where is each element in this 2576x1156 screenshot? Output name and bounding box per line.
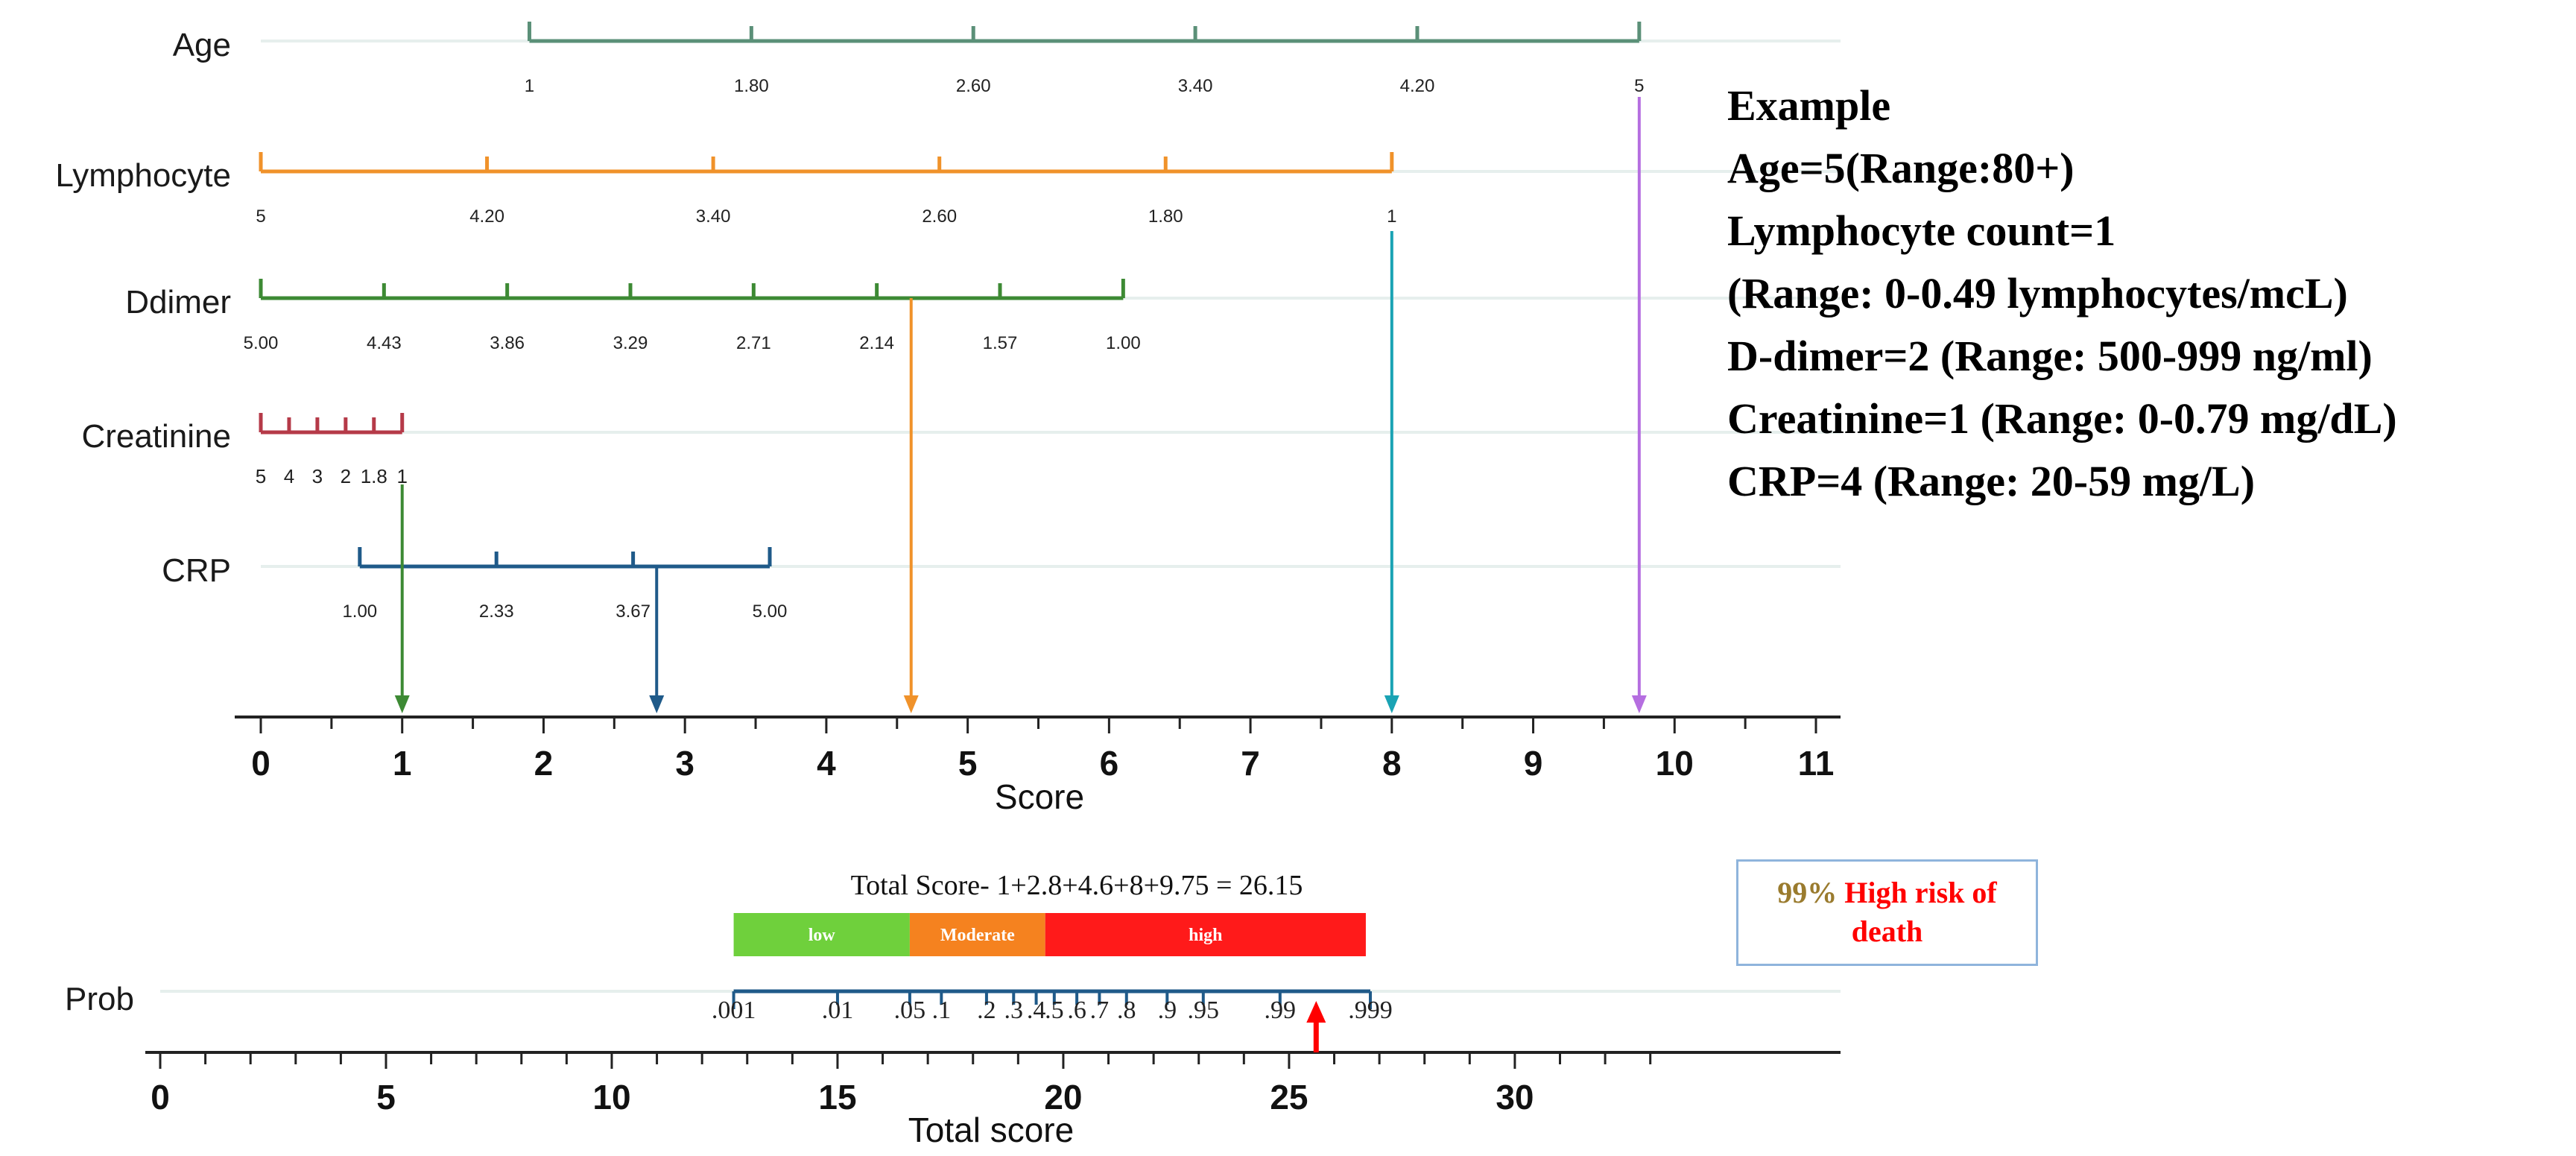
total-axis-title: Total score (908, 1111, 1074, 1149)
prob-tick-label: .5 (1045, 997, 1064, 1024)
risk-band-label-low: low (808, 926, 836, 945)
example-line-lymphocyte: Lymphocyte count=1 (1727, 206, 2116, 255)
score-tick-label: 9 (1524, 744, 1543, 783)
tick-label-age: 1.80 (734, 76, 769, 96)
tick-label-ddimer: 3.29 (613, 333, 648, 353)
tick-label-lymphocyte: 1 (1387, 206, 1396, 227)
score-tick-label: 2 (534, 744, 554, 783)
tick-label-crp: 5.00 (753, 601, 788, 622)
tick-label-lymphocyte: 3.40 (696, 206, 731, 227)
tick-label-creatinine: 4 (284, 465, 294, 487)
tick-label-ddimer: 2.71 (736, 333, 771, 353)
risk-band-moderate (909, 913, 1045, 956)
tick-label-creatinine: 3 (312, 465, 323, 487)
total-tick-label: 15 (818, 1078, 856, 1116)
row-label-ddimer: Ddimer (125, 284, 231, 320)
tick-label-creatinine: 5 (256, 465, 266, 487)
tick-label-lymphocyte: 1.80 (1148, 206, 1183, 227)
example-line-age: Age=5(Range:80+) (1727, 144, 2075, 192)
tick-label-ddimer: 1.57 (983, 333, 1018, 353)
tick-label-lymphocyte: 2.60 (922, 206, 957, 227)
score-tick-label: 0 (251, 744, 270, 783)
score-tick-label: 6 (1100, 744, 1119, 783)
row-label-age: Age (173, 27, 231, 63)
score-tick-label: 11 (1798, 744, 1835, 783)
total-tick-label: 25 (1270, 1078, 1308, 1116)
tick-label-age: 4.20 (1400, 76, 1435, 96)
tick-label-lymphocyte: 5 (256, 206, 265, 227)
prob-tick-label: .9 (1158, 997, 1177, 1024)
risk-band-high (1045, 913, 1366, 956)
score-tick-label: 4 (817, 744, 836, 783)
total-tick-label: 10 (592, 1078, 630, 1116)
score-tick-label: 7 (1241, 744, 1260, 783)
risk-band-label-high: high (1189, 926, 1222, 945)
example-annotation: Example Age=5(Range:80+) Lymphocyte coun… (1727, 75, 2569, 513)
arrowhead-age (1631, 695, 1647, 713)
tick-label-ddimer: 3.86 (490, 333, 525, 353)
risk-text-line2: death (1851, 915, 1923, 948)
tick-label-creatinine: 2 (341, 465, 351, 487)
risk-percent: 99% (1777, 876, 1838, 909)
arrowhead-crp (649, 695, 665, 713)
row-label-lymphocyte: Lymphocyte (55, 157, 231, 194)
prob-tick-label: .99 (1265, 997, 1297, 1024)
prob-tick-label: .05 (894, 997, 926, 1024)
example-line-ddimer: D-dimer=2 (Range: 500-999 ng/ml) (1727, 332, 2373, 380)
example-line-crp: CRP=4 (Range: 20-59 mg/L) (1727, 457, 2256, 505)
tick-label-age: 2.60 (956, 76, 991, 96)
tick-label-creatinine: 1.8 (361, 465, 387, 487)
example-line-creatinine: Creatinine=1 (Range: 0-0.79 mg/dL) (1727, 394, 2397, 443)
tick-label-crp: 3.67 (615, 601, 651, 622)
total-tick-label: 30 (1496, 1078, 1534, 1116)
prob-tick-label: .3 (1004, 997, 1024, 1024)
risk-band-low (733, 913, 910, 956)
example-title: Example (1727, 81, 1891, 130)
tick-label-age: 1 (525, 76, 534, 96)
tick-label-ddimer: 4.43 (367, 333, 402, 353)
score-tick-label: 3 (675, 744, 694, 783)
score-tick-label: 5 (958, 744, 978, 783)
tick-label-ddimer: 5.00 (244, 333, 279, 353)
total-tick-label: 0 (151, 1078, 170, 1116)
tick-label-ddimer: 2.14 (859, 333, 894, 353)
prob-tick-label: .95 (1188, 997, 1220, 1024)
tick-label-age: 3.40 (1178, 76, 1213, 96)
prob-tick-label: .001 (712, 997, 756, 1024)
arrowhead-ddimer (903, 695, 919, 713)
prob-tick-label: .7 (1090, 997, 1110, 1024)
score-tick-label: 1 (393, 744, 412, 783)
tick-label-creatinine: 1 (396, 465, 407, 487)
prob-row-label: Prob (65, 981, 134, 1017)
example-line-lymphocyte-range: (Range: 0-0.49 lymphocytes/mcL) (1727, 269, 2348, 318)
risk-text-line1: High risk of (1844, 876, 1997, 909)
prob-tick-label: .2 (977, 997, 996, 1024)
row-label-creatinine: Creatinine (81, 418, 231, 455)
prob-tick-label: .01 (822, 997, 854, 1024)
tick-label-crp: 2.33 (479, 601, 514, 622)
score-tick-label: 8 (1382, 744, 1402, 783)
arrowhead-lymphocyte (1384, 695, 1399, 713)
total-tick-label: 5 (376, 1078, 396, 1116)
score-axis-title: Score (995, 777, 1084, 816)
prob-tick-label: .4 (1027, 997, 1046, 1024)
row-label-crp: CRP (162, 552, 231, 589)
tick-label-ddimer: 1.00 (1106, 333, 1141, 353)
prob-tick-label: .8 (1117, 997, 1136, 1024)
score-tick-label: 10 (1656, 744, 1694, 783)
risk-band-label-moderate: Moderate (940, 926, 1015, 945)
tick-label-age: 5 (1634, 76, 1644, 96)
total-score-formula: Total Score- 1+2.8+4.6+8+9.75 = 26.15 (851, 870, 1303, 901)
total-score-arrowhead (1306, 1001, 1326, 1023)
arrowhead-creatinine (394, 695, 410, 713)
tick-label-lymphocyte: 4.20 (469, 206, 504, 227)
prob-tick-label: .999 (1348, 997, 1393, 1024)
total-tick-label: 20 (1044, 1078, 1082, 1116)
tick-label-crp: 1.00 (342, 601, 377, 622)
risk-result-box: 99% High risk of death (1736, 859, 2038, 966)
prob-tick-label: .1 (932, 997, 952, 1024)
prob-tick-label: .6 (1067, 997, 1086, 1024)
